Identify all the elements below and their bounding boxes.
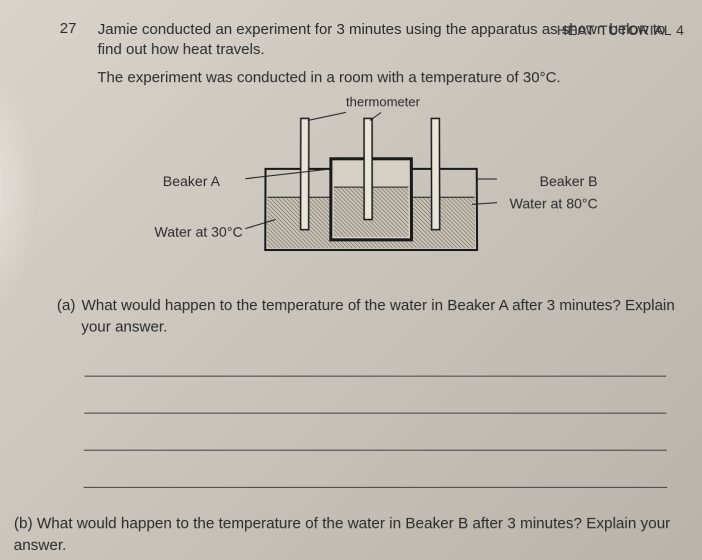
tutorial-header: HEAT TUTORIAL 4 — [557, 22, 685, 38]
blank-line — [84, 463, 668, 488]
beaker-a-label: Beaker A — [163, 172, 220, 188]
blank-line — [84, 388, 666, 413]
part-b-text: What would happen to the temperature of … — [14, 514, 671, 553]
beaker-b-label: Beaker B — [540, 172, 598, 188]
intro-line-2: The experiment was conducted in a room w… — [97, 69, 693, 86]
part-a-text: What would happen to the temperature of … — [81, 294, 686, 337]
part-a: (a) What would happen to the temperature… — [55, 294, 688, 487]
part-b: (b) What would happen to the temperature… — [14, 512, 699, 556]
answer-lines-a — [84, 352, 668, 488]
apparatus-diagram: thermometer Beaker A Water at 30°C Beake… — [154, 94, 598, 276]
part-b-label: (b) — [14, 514, 33, 532]
part-a-label: (a) — [57, 294, 76, 337]
water-a-label: Water at 30°C — [154, 223, 242, 239]
blank-line — [84, 425, 667, 450]
beaker-svg — [245, 108, 497, 270]
question-number: 27 — [60, 20, 84, 37]
blank-line — [85, 352, 667, 377]
worksheet-page: HEAT TUTORIAL 4 27 Jamie conducted an ex… — [0, 0, 702, 556]
thermometer-label: thermometer — [346, 94, 420, 109]
water-b-label: Water at 80°C — [510, 195, 598, 211]
